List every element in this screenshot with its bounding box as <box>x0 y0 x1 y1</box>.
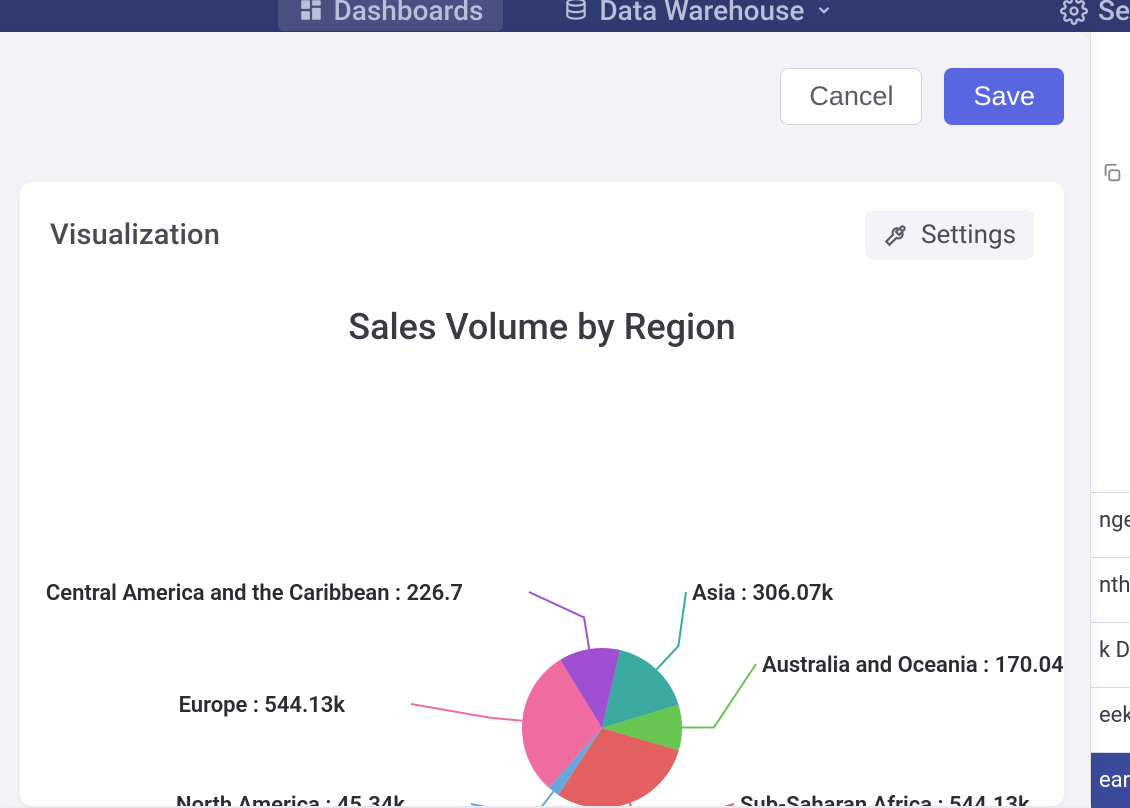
slice-label: Australia and Oceania : 170.04k <box>762 653 1064 678</box>
right-panel: nge nth k D eek ear <box>1090 32 1130 806</box>
leader-line <box>657 592 686 669</box>
visualization-card: Visualization Settings Sales Volume by R… <box>20 182 1064 806</box>
pie-chart: Asia : 306.07kAustralia and Oceania : 17… <box>50 348 1034 806</box>
slice-label: North America : 45.34k <box>176 793 405 806</box>
gear-icon <box>1060 0 1088 25</box>
nav-dashboards-label: Dashboards <box>334 0 484 27</box>
slice-label: Asia : 306.07k <box>692 581 833 606</box>
modal-actions: Cancel Save <box>780 68 1064 125</box>
database-icon <box>563 0 589 23</box>
leader-line <box>471 792 553 806</box>
leader-line <box>682 664 756 728</box>
right-strip-row[interactable]: ear <box>1091 752 1130 808</box>
right-strip-row[interactable]: nge <box>1091 492 1130 548</box>
slice-label: Central America and the Caribbean : 226.… <box>46 581 463 606</box>
dashboard-icon <box>298 0 324 23</box>
right-strip-row[interactable]: nth <box>1091 557 1130 613</box>
chart-settings-label: Settings <box>921 220 1016 250</box>
right-strip-row[interactable]: k D <box>1091 622 1130 678</box>
save-button[interactable]: Save <box>944 68 1064 125</box>
nav-settings-label: Se <box>1098 0 1130 27</box>
editor-modal: Cancel Save Visualization Settings Sales… <box>0 32 1090 806</box>
leader-line <box>529 592 589 649</box>
leader-line <box>411 704 522 721</box>
slice-label: Europe : 544.13k <box>179 693 345 718</box>
slice-label: Sub-Saharan Africa : 544.13k <box>740 793 1030 806</box>
chart-settings-button[interactable]: Settings <box>865 210 1034 260</box>
top-nav: Dashboards Data Warehouse Se <box>0 0 1130 32</box>
copy-icon <box>1101 162 1123 188</box>
nav-settings[interactable]: Se <box>1060 0 1130 27</box>
cancel-button[interactable]: Cancel <box>780 68 922 125</box>
nav-warehouse-label: Data Warehouse <box>599 0 804 27</box>
chart-title: Sales Volume by Region <box>50 306 1034 348</box>
card-title: Visualization <box>50 218 220 252</box>
wrench-icon <box>883 222 909 248</box>
right-strip-row[interactable]: eek <box>1091 687 1130 743</box>
nav-dashboards[interactable]: Dashboards <box>278 0 504 31</box>
nav-data-warehouse[interactable]: Data Warehouse <box>543 0 852 31</box>
chevron-down-icon <box>815 1 833 19</box>
